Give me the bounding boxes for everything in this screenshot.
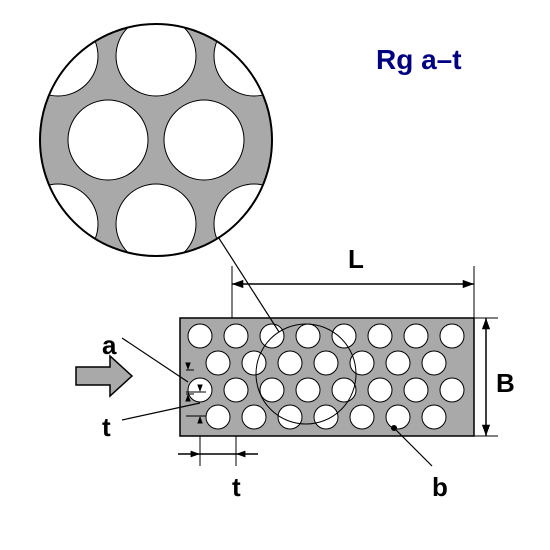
diagram-root: { "title": { "text": "Rg a–t", "color": … [0, 0, 550, 550]
point-b-label: b [432, 472, 448, 503]
dim-a-label: a [102, 330, 116, 361]
dim-t-left-label: t [102, 412, 111, 443]
diagram-svg [0, 0, 550, 550]
dim-L-label: L [348, 244, 364, 275]
formula-title: Rg a–t [376, 44, 462, 76]
dim-B-label: B [496, 368, 515, 399]
dim-t-bottom-label: t [232, 472, 241, 503]
